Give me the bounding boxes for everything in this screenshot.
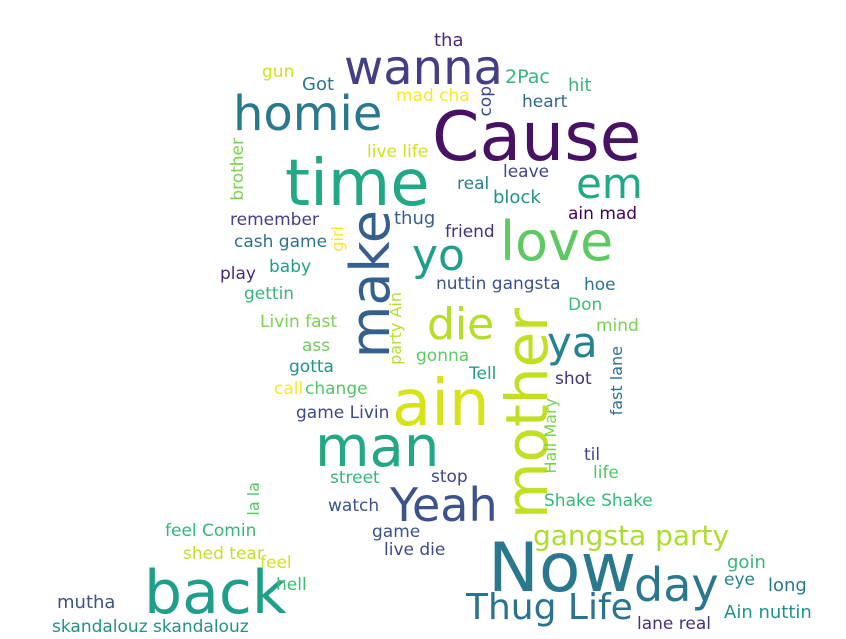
word-friend: friend [445, 222, 495, 242]
word-shed-tear: shed tear [183, 544, 264, 564]
word-ain-mad: ain mad [568, 204, 638, 224]
word-fast-lane: fast lane [607, 346, 626, 416]
word-got: Got [302, 74, 335, 95]
word-block: block [493, 187, 541, 208]
word-life: life [593, 463, 619, 483]
word-eye: eye [724, 570, 755, 590]
word-thug: thug [394, 208, 436, 229]
word-call: call [274, 379, 304, 399]
word-gettin: gettin [244, 284, 295, 304]
word-party-ain: party Ain [386, 292, 405, 365]
word-mutha: mutha [57, 592, 116, 613]
word-cop: cop [476, 86, 496, 117]
word-stop: stop [431, 467, 468, 487]
word-ain-nuttin: Ain nuttin [724, 602, 812, 623]
word-street: street [330, 468, 380, 488]
word-shake-shake: Shake Shake [544, 491, 653, 511]
word-hell: hell [276, 575, 307, 595]
word-long: long [768, 575, 807, 596]
word-shot: shot [555, 369, 592, 389]
word-skandalouz-skandalouz: skandalouz skandalouz [52, 617, 249, 637]
word-mad-cha: mad cha [396, 86, 470, 106]
word-lane-real: lane real [637, 614, 711, 634]
word-heart: heart [522, 92, 568, 112]
word-tell: Tell [469, 364, 497, 384]
word-til: til [584, 445, 601, 465]
word-man: man [315, 415, 440, 480]
word-yeah: Yeah [390, 478, 498, 532]
word-now: Now [488, 529, 637, 608]
word-gangsta-party: gangsta party [533, 519, 730, 552]
word-time: time [285, 147, 430, 221]
word-cause: Cause [432, 98, 642, 177]
word-wanna: wanna [344, 40, 503, 96]
word-homie: homie [233, 86, 383, 142]
word-don: Don [568, 295, 603, 315]
word-feel: feel [260, 553, 292, 573]
word-ass: ass [302, 336, 331, 356]
word-live-die: live die [384, 540, 446, 560]
word-real: real [457, 174, 490, 194]
word-2pac: 2Pac [505, 66, 550, 88]
word-mind: mind [596, 316, 639, 336]
word-remember: remember [230, 210, 319, 230]
word-la-la: la la [244, 482, 263, 516]
word-game-livin: game Livin [296, 403, 390, 423]
word-gun: gun [262, 62, 295, 82]
word-hoe: hoe [584, 275, 616, 295]
word-live-life: live life [367, 142, 429, 162]
word-love: love [500, 210, 614, 273]
word-gotta: gotta [289, 357, 334, 377]
word-girl: girl [328, 226, 347, 252]
word-thug-life: Thug Life [466, 587, 633, 628]
word-hit: hit [568, 75, 592, 96]
word-feel-comin: feel Comin [165, 521, 257, 541]
word-play: play [220, 264, 256, 284]
word-die: die [427, 299, 495, 350]
word-brother: brother [228, 138, 248, 201]
word-hail-mary: Hail Mary [541, 398, 560, 474]
word-ain: ain [392, 367, 490, 441]
word-day: day [634, 558, 719, 612]
word-ya: ya [547, 318, 598, 367]
word-tha: tha [434, 30, 464, 51]
word-cash-game: cash game [234, 232, 328, 252]
word-nuttin-gangsta: nuttin gangsta [436, 274, 561, 294]
word-game: game [372, 522, 421, 542]
word-watch: watch [328, 496, 380, 516]
word-baby: baby [269, 257, 312, 277]
word-yo: yo [412, 230, 465, 281]
word-em: em [576, 159, 643, 208]
word-livin-fast: Livin fast [260, 312, 338, 332]
word-change: change [305, 379, 368, 399]
word-gonna: gonna [416, 346, 470, 366]
word-back: back [144, 558, 287, 628]
word-leave: leave [503, 162, 550, 182]
word-goin: goin [727, 552, 766, 573]
